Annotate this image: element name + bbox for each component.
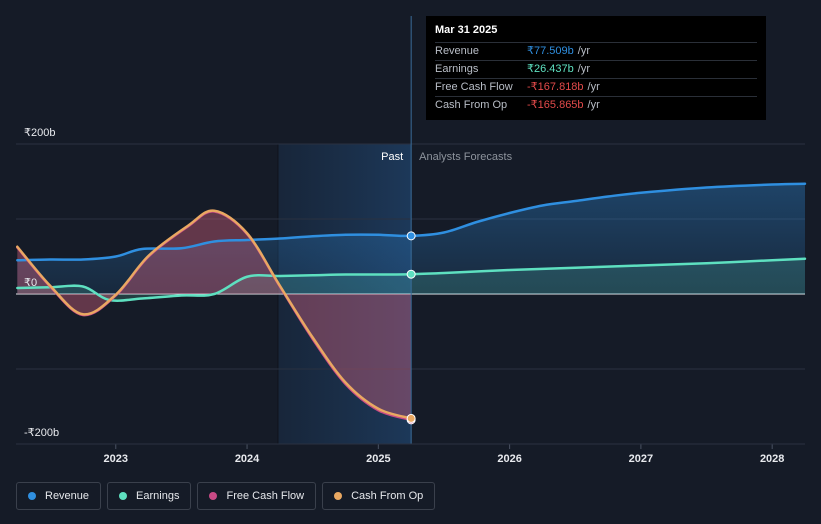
tooltip-row-revenue: Revenue ₹77.509b /yr: [435, 42, 757, 60]
x-tick-label: 2025: [366, 453, 390, 465]
tooltip-row-cash-from-op: Cash From Op -₹165.865b /yr: [435, 96, 757, 114]
x-tick-label: 2028: [760, 453, 784, 465]
chart-legend: Revenue Earnings Free Cash Flow Cash Fro…: [16, 482, 436, 510]
series-line-revenue: [16, 182, 807, 262]
marker-revenue: [406, 231, 416, 241]
tooltip-unit: /yr: [587, 81, 600, 93]
tooltip-unit: /yr: [587, 99, 600, 111]
tooltip-label: Earnings: [435, 63, 479, 75]
series-markers: [406, 231, 416, 425]
legend-dot-icon: [334, 492, 343, 500]
tooltip-label: Cash From Op: [435, 99, 508, 111]
legend-dot-icon: [209, 492, 218, 500]
legend-item-revenue[interactable]: Revenue: [16, 482, 102, 510]
tooltip-label: Revenue: [435, 45, 480, 57]
series-line-cash-from-op: [16, 209, 413, 420]
x-tick-label: 2023: [104, 453, 128, 465]
x-axis: 2023 2024 2025 2026 2027 2028: [16, 443, 805, 465]
tooltip-row-free-cash-flow: Free Cash Flow -₹167.818b /yr: [435, 78, 757, 96]
x-tick-label: 2024: [235, 453, 260, 465]
x-tick-label: 2027: [629, 453, 653, 465]
legend-label: Revenue: [45, 490, 90, 502]
tooltip-value: ₹77.509b: [527, 45, 574, 57]
tooltip-label: Free Cash Flow: [435, 81, 513, 93]
legend-dot-icon: [119, 492, 128, 500]
tooltip-value: ₹26.437b: [527, 63, 574, 75]
y-tick-label: ₹200b: [24, 127, 55, 139]
marker-earnings: [406, 269, 416, 279]
legend-item-free-cash-flow[interactable]: Free Cash Flow: [197, 482, 317, 510]
forecast-label: Analysts Forecasts: [419, 151, 512, 163]
tooltip-value: -₹165.865b: [527, 99, 584, 111]
legend-item-earnings[interactable]: Earnings: [107, 482, 192, 510]
tooltip-unit: /yr: [577, 63, 590, 75]
legend-label: Earnings: [136, 490, 180, 502]
legend-label: Free Cash Flow: [226, 490, 305, 502]
series-area-cash-from-op: [17, 210, 412, 419]
x-tick-label: 2026: [497, 453, 521, 465]
series-area-free-cash-flow: [17, 211, 412, 420]
marker-cash-from-op: [406, 413, 416, 423]
legend-dot-icon: [28, 492, 36, 500]
past-label: Past: [381, 151, 403, 163]
tooltip-value: -₹167.818b: [527, 81, 584, 93]
y-tick-label: ₹0: [24, 277, 37, 289]
tooltip-unit: /yr: [577, 45, 590, 57]
series-line-earnings: [16, 257, 807, 302]
tooltip-row-earnings: Earnings ₹26.437b /yr: [435, 60, 757, 78]
legend-item-cash-from-op[interactable]: Cash From Op: [322, 482, 436, 510]
y-axis: ₹200b ₹0 -₹200b: [24, 127, 59, 439]
legend-label: Cash From Op: [351, 490, 424, 502]
data-tooltip: Mar 31 2025 Revenue ₹77.509b /yr Earning…: [426, 16, 766, 120]
series-lines: [16, 182, 807, 422]
tooltip-date: Mar 31 2025: [435, 24, 498, 36]
y-tick-label: -₹200b: [24, 427, 59, 439]
